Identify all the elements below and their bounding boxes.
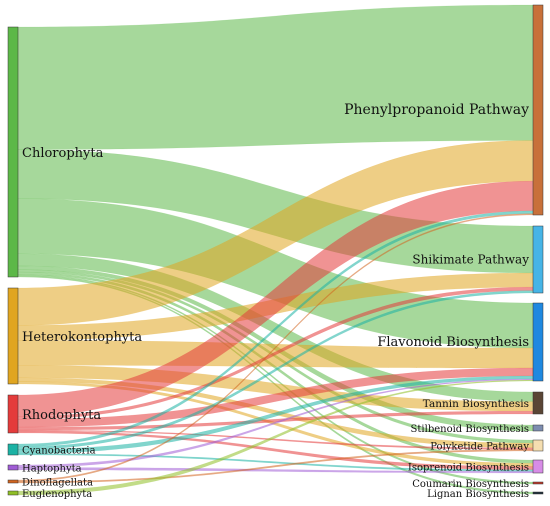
source-node-het[interactable] [7, 287, 19, 385]
source-label-din: Dinoflagellata [22, 478, 93, 489]
target-label-tan: Tannin Biosynthesis [423, 398, 529, 410]
source-label-hap: Haptophyta [22, 464, 82, 475]
source-label-eug: Euglenophyta [22, 489, 92, 500]
source-label-rho: Rhodophyta [22, 408, 101, 423]
source-label-chl: Chlorophyta [22, 146, 104, 161]
source-label-cya: Cyanobacteria [22, 446, 96, 457]
target-node-cou[interactable] [532, 481, 544, 485]
target-label-sti: Stilbenoid Biosynthesis [411, 424, 529, 435]
target-node-pol[interactable] [532, 439, 544, 452]
target-node-iso[interactable] [532, 459, 544, 474]
target-label-pol: Polyketide Pathway [430, 442, 529, 453]
source-label-het: Heterokontophyta [22, 330, 142, 345]
link-chl-phe [17, 4, 534, 150]
sankey-nodes [7, 4, 544, 496]
target-node-lig[interactable] [532, 491, 544, 495]
source-node-eug[interactable] [7, 490, 19, 496]
target-node-shi[interactable] [532, 225, 544, 294]
source-node-hap[interactable] [7, 464, 19, 471]
target-label-cou: Coumarin Biosynthesis [412, 479, 529, 490]
source-node-din[interactable] [7, 479, 19, 484]
sankey-links [17, 4, 534, 496]
sankey-labels: Chlorophyta Heterokontophyta Rhodophyta Cya… [22, 102, 529, 500]
target-label-shi: Shikimate Pathway [412, 253, 529, 267]
target-label-phe: Phenylpropanoid Pathway [344, 102, 529, 118]
target-label-lig: Lignan Biosynthesis [427, 489, 529, 500]
source-node-rho[interactable] [7, 394, 19, 434]
target-node-tan[interactable] [532, 391, 544, 415]
target-node-phe[interactable] [532, 4, 544, 216]
source-node-cya[interactable] [7, 443, 19, 456]
target-node-fla[interactable] [532, 302, 544, 382]
target-label-iso: Isoprenoid Biosynthesis [408, 463, 529, 474]
target-label-fla: Flavonoid Biosynthesis [377, 335, 529, 350]
source-node-chl[interactable] [7, 26, 19, 278]
target-node-sti[interactable] [532, 424, 544, 432]
